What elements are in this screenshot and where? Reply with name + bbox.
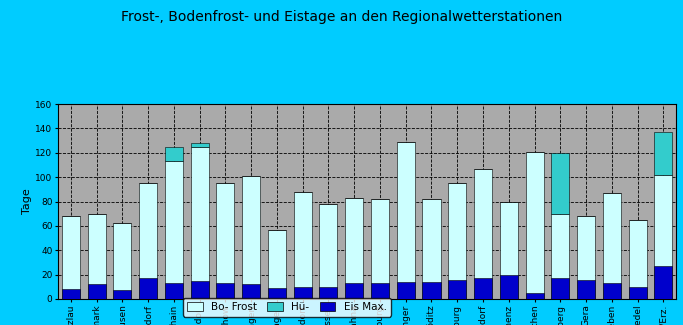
Bar [423, 282, 441, 299]
Bar [217, 283, 234, 299]
Bar [191, 147, 209, 299]
Bar [448, 183, 466, 299]
Bar [423, 199, 441, 299]
Bar [139, 183, 157, 299]
Text: Frost-, Bodenfrost- und Eistage an den Regionalwetterstationen: Frost-, Bodenfrost- und Eistage an den R… [121, 10, 562, 24]
Bar [113, 224, 131, 299]
Bar [551, 214, 570, 299]
Bar [551, 153, 570, 214]
Bar [525, 151, 544, 299]
Bar [654, 175, 672, 299]
Bar [191, 143, 209, 147]
Bar [113, 291, 131, 299]
Bar [577, 216, 595, 299]
Bar [628, 220, 647, 299]
Bar [320, 287, 337, 299]
Bar [371, 283, 389, 299]
Bar [191, 281, 209, 299]
Bar [242, 284, 260, 299]
Bar [165, 283, 183, 299]
Bar [217, 183, 234, 299]
Bar [603, 193, 621, 299]
Bar [294, 287, 311, 299]
Bar [474, 278, 492, 299]
Bar [577, 280, 595, 299]
Bar [551, 278, 570, 299]
Legend: Bo- Frost, Hü-, Eis Max.: Bo- Frost, Hü-, Eis Max. [183, 298, 391, 317]
Bar [165, 147, 183, 161]
Bar [268, 288, 286, 299]
Bar [87, 284, 106, 299]
Bar [654, 266, 672, 299]
Bar [500, 275, 518, 299]
Bar [242, 176, 260, 299]
Bar [448, 280, 466, 299]
Bar [500, 202, 518, 299]
Bar [628, 287, 647, 299]
Bar [294, 192, 311, 299]
Bar [654, 132, 672, 175]
Bar [525, 293, 544, 299]
Bar [345, 198, 363, 299]
Bar [345, 283, 363, 299]
Y-axis label: Tage: Tage [23, 188, 33, 215]
Bar [397, 142, 415, 299]
Bar [87, 214, 106, 299]
Bar [320, 204, 337, 299]
Bar [268, 229, 286, 299]
Bar [371, 199, 389, 299]
Bar [603, 283, 621, 299]
Bar [62, 216, 80, 299]
Bar [474, 169, 492, 299]
Bar [139, 278, 157, 299]
Bar [165, 161, 183, 299]
Bar [62, 289, 80, 299]
Bar [397, 282, 415, 299]
